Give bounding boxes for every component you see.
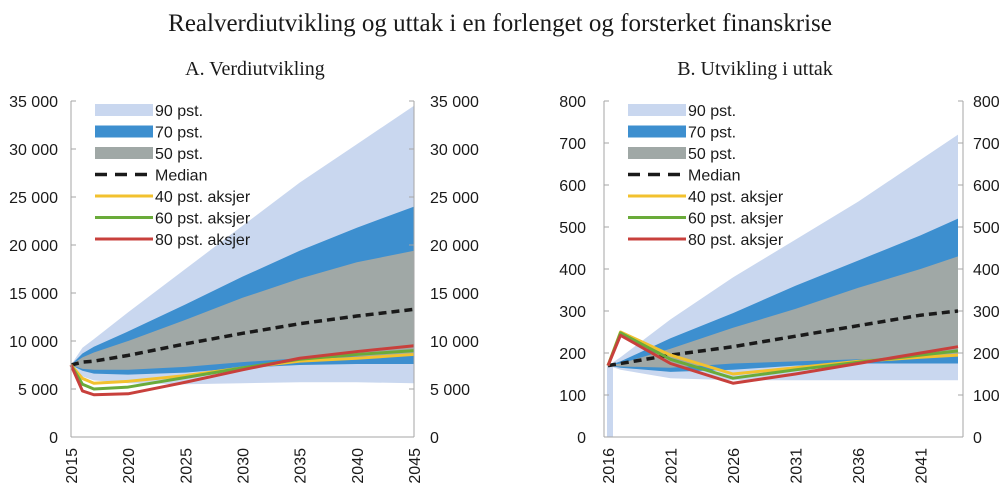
y-tick-label-left: 300 xyxy=(559,304,586,321)
legend-label-band50: 50 pst. xyxy=(688,146,736,163)
y-tick-label-right: 300 xyxy=(973,304,1000,321)
y-tick-label-left: 200 xyxy=(559,346,586,363)
y-tick-label-right: 20 000 xyxy=(430,238,479,255)
y-tick-label-right: 600 xyxy=(973,178,1000,195)
legend-swatch-band50 xyxy=(95,147,153,159)
y-tick-label-left: 15 000 xyxy=(9,286,58,303)
y-tick-label-left: 35 000 xyxy=(9,94,58,111)
y-tick-label-left: 0 xyxy=(577,430,586,447)
x-tick-label: 2031 xyxy=(789,448,806,484)
y-tick-label-left: 800 xyxy=(559,94,586,111)
legend-swatch-band70 xyxy=(95,125,153,138)
y-tick-label-left: 400 xyxy=(559,262,586,279)
y-tick-label-right: 500 xyxy=(973,220,1000,237)
y-tick-label-left: 500 xyxy=(559,220,586,237)
legend-label-aksjer60: 60 pst. aksjer xyxy=(155,211,251,228)
x-tick-label: 2021 xyxy=(664,448,681,484)
legend-label-band50: 50 pst. xyxy=(155,146,203,163)
legend-label-band90: 90 pst. xyxy=(688,103,736,120)
band50-area xyxy=(608,256,958,368)
y-tick-label-right: 10 000 xyxy=(430,334,479,351)
x-tick-label: 2041 xyxy=(914,448,931,484)
legend-swatch-band70 xyxy=(628,125,686,138)
median-line xyxy=(607,309,959,368)
y-tick-label-right: 700 xyxy=(973,136,1000,153)
legend-label-median: Median xyxy=(155,168,207,185)
x-tick-label: 2040 xyxy=(350,448,367,484)
median-line xyxy=(70,307,415,367)
x-tick-label: 2030 xyxy=(236,448,253,484)
legend-label-aksjer40: 40 pst. aksjer xyxy=(155,189,251,206)
y-tick-label-left: 700 xyxy=(559,136,586,153)
legend-label-band90: 90 pst. xyxy=(155,103,203,120)
x-tick-label: 2020 xyxy=(121,448,138,484)
legend-swatch-band50 xyxy=(628,147,686,159)
legend-label-median: Median xyxy=(688,168,740,185)
legend-label-aksjer80: 80 pst. aksjer xyxy=(155,232,251,249)
y-tick-label-left: 0 xyxy=(49,430,58,447)
y-tick-label-left: 100 xyxy=(559,388,586,405)
y-tick-label-right: 5 000 xyxy=(430,382,470,399)
y-tick-label-left: 600 xyxy=(559,178,586,195)
legend-label-band70: 70 pst. xyxy=(155,125,203,142)
aksjer40-line xyxy=(69,352,415,385)
legend-swatch-band90 xyxy=(628,104,686,116)
x-tick-label: 2025 xyxy=(178,448,195,484)
x-tick-label: 2016 xyxy=(601,448,618,484)
panel-a: 0 0 5 000 5 000 10 000 10 000 15 000 15 000 20 0… xyxy=(9,94,479,484)
y-tick-label-left: 20 000 xyxy=(9,238,58,255)
y-tick-label-left: 10 000 xyxy=(9,334,58,351)
x-tick-label: 2035 xyxy=(293,448,310,484)
legend-label-aksjer40: 40 pst. aksjer xyxy=(688,189,784,206)
band90-start-bar xyxy=(607,365,613,437)
x-tick-label: 2036 xyxy=(851,448,868,484)
panel-b: 0 0 100 100 200 200 300 300 400 400 500 500 600 600 70… xyxy=(559,94,1000,484)
band50-area xyxy=(71,250,414,370)
y-tick-label-right: 0 xyxy=(430,430,439,447)
y-tick-label-right: 400 xyxy=(973,262,1000,279)
panel-b-title: B. Utvikling i uttak xyxy=(677,58,833,80)
y-tick-label-right: 0 xyxy=(973,430,982,447)
y-tick-label-right: 30 000 xyxy=(430,142,479,159)
y-tick-label-right: 25 000 xyxy=(430,190,479,207)
x-tick-label: 2026 xyxy=(726,448,743,484)
legend-label-aksjer60: 60 pst. aksjer xyxy=(688,211,784,228)
x-tick-label: 2045 xyxy=(407,448,424,484)
y-tick-label-right: 100 xyxy=(973,388,1000,405)
y-tick-label-left: 25 000 xyxy=(9,190,58,207)
aksjer80-line xyxy=(606,333,959,385)
figure-title: Realverdiutvikling og uttak i en forleng… xyxy=(168,10,832,37)
y-tick-label-right: 200 xyxy=(973,346,1000,363)
panel-a-title: A. Verdiutvikling xyxy=(185,58,325,80)
x-tick-label: 2015 xyxy=(64,448,81,484)
aksjer80-line xyxy=(69,344,415,397)
y-tick-label-right: 15 000 xyxy=(430,286,479,303)
y-tick-label-left: 30 000 xyxy=(9,142,58,159)
legend-label-band70: 70 pst. xyxy=(688,125,736,142)
y-tick-label-left: 5 000 xyxy=(18,382,58,399)
aksjer60-line xyxy=(606,331,959,380)
legend-swatch-band90 xyxy=(95,104,153,116)
legend-label-aksjer80: 80 pst. aksjer xyxy=(688,232,784,249)
aksjer60-line xyxy=(69,349,415,391)
y-tick-label-right: 35 000 xyxy=(430,94,479,111)
y-tick-label-right: 800 xyxy=(973,94,1000,111)
